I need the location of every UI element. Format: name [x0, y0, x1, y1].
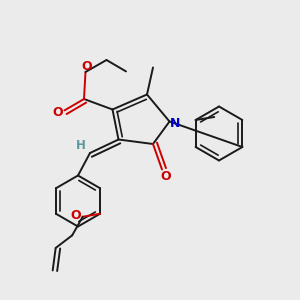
Text: O: O — [52, 106, 63, 119]
Text: H: H — [76, 139, 85, 152]
Text: O: O — [82, 60, 92, 73]
Text: O: O — [71, 209, 81, 222]
Text: O: O — [160, 169, 171, 183]
Text: N: N — [170, 117, 180, 130]
